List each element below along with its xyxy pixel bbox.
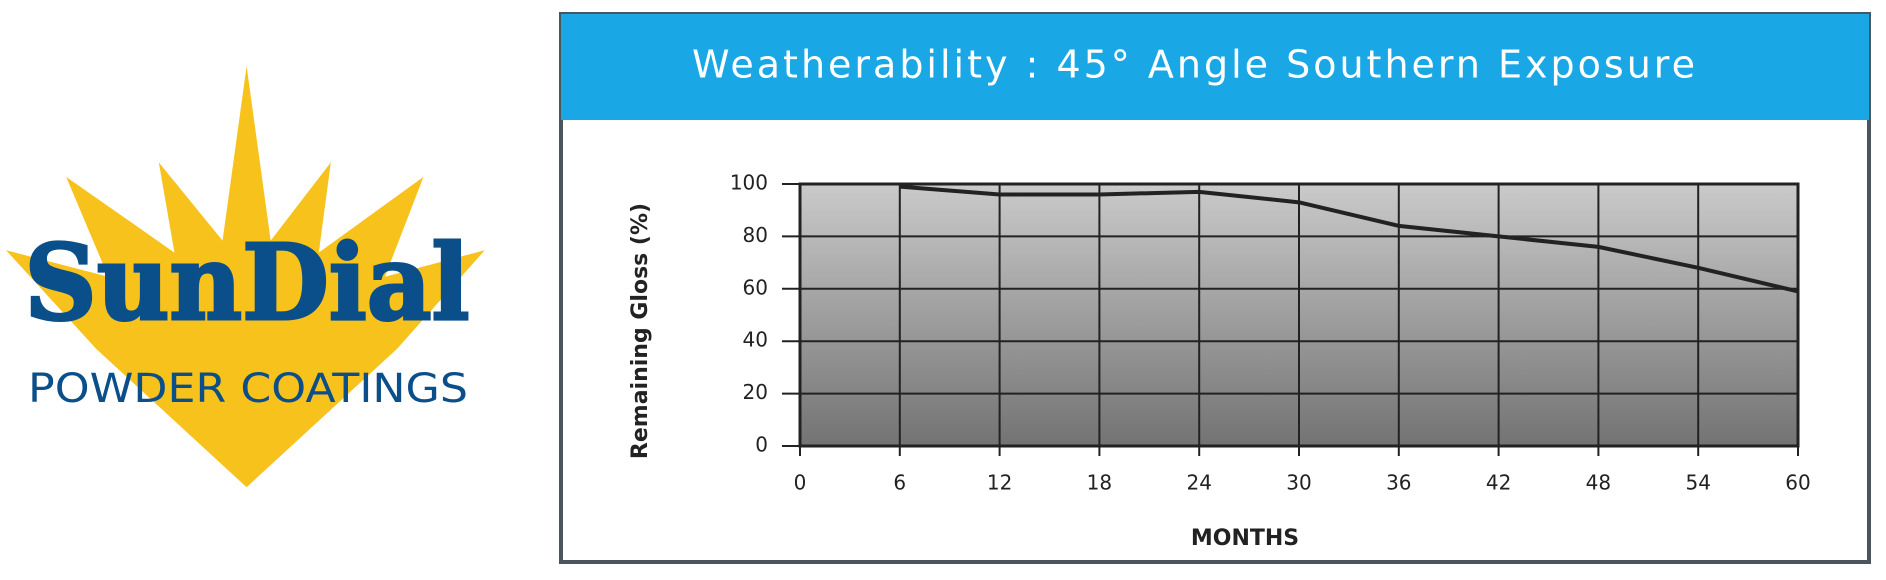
x-tick-label: 18 xyxy=(1087,471,1112,495)
x-tick-label: 60 xyxy=(1785,471,1810,495)
x-tick-label: 36 xyxy=(1386,471,1411,495)
y-tick-label: 20 xyxy=(743,380,768,404)
y-tick-label: 40 xyxy=(743,328,768,352)
y-tick-label: 80 xyxy=(743,223,768,247)
logo-name: SunDial xyxy=(25,221,470,344)
logo: SunDial POWDER COATINGS xyxy=(6,66,485,488)
x-tick-label: 12 xyxy=(987,471,1012,495)
y-tick-label: 100 xyxy=(730,171,768,195)
y-tick-label: 60 xyxy=(743,275,768,299)
x-tick-label: 42 xyxy=(1486,471,1511,495)
x-tick-label: 24 xyxy=(1186,471,1211,495)
plot-frame xyxy=(798,182,1800,448)
chart-header xyxy=(561,14,1869,120)
sunburst xyxy=(6,66,485,488)
chart-title: Weatherability : 45° Angle Southern Expo… xyxy=(692,43,1698,87)
y-tick-label: 0 xyxy=(755,433,768,457)
x-tick-label: 48 xyxy=(1586,471,1611,495)
x-axis-label: MONTHS xyxy=(1191,526,1299,551)
x-tick-label: 6 xyxy=(893,471,906,495)
x-tick-label: 30 xyxy=(1286,471,1311,495)
x-tick-label: 0 xyxy=(794,471,807,495)
logo-tagline: POWDER COATINGS xyxy=(28,366,468,412)
x-tick-label: 54 xyxy=(1685,471,1710,495)
data-line xyxy=(899,184,1799,294)
y-axis-label: Remaining Gloss (%) xyxy=(628,203,653,459)
